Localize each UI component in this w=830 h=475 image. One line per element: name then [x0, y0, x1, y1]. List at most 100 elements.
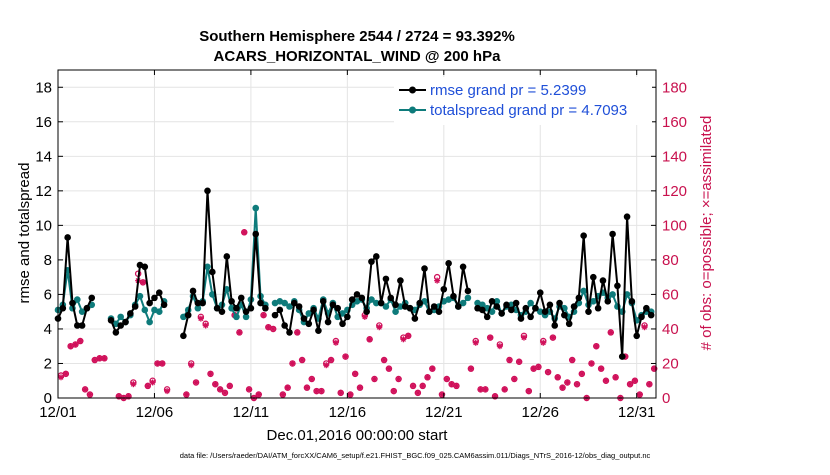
obs-assimilated-stroke — [323, 362, 329, 368]
rmse-point — [406, 304, 414, 312]
obs-assimilated-point — [520, 334, 527, 341]
rmse-point — [310, 306, 317, 314]
x-tick-label: 12/26 — [521, 404, 559, 421]
rmse-point — [368, 258, 375, 265]
rmse-point — [536, 289, 544, 296]
rmse-point — [575, 294, 583, 302]
obs-assimilated-stroke — [593, 343, 599, 349]
rmse-point — [160, 301, 168, 309]
obs-assimilated-point — [284, 384, 291, 391]
rmse-point — [151, 294, 158, 302]
y-tick-label: 18 — [35, 79, 52, 96]
obs-assimilated-point — [342, 353, 349, 360]
rmse-point — [551, 322, 559, 329]
spread-point — [488, 308, 496, 315]
y-right-tick-label: 100 — [662, 217, 687, 234]
rmse-point — [155, 289, 163, 296]
x-tick-label: 12/01 — [39, 404, 77, 421]
obs-assimilated-stroke — [429, 366, 435, 372]
rmse-point — [300, 315, 308, 322]
obs-assimilated-point — [607, 329, 614, 336]
rmse-point — [204, 187, 211, 195]
rmse-point — [609, 230, 616, 238]
obs-assimilated-stroke — [92, 357, 98, 363]
spread-point — [252, 204, 260, 212]
obs-assimilated-stroke — [376, 324, 382, 330]
obs-assimilated-stroke — [574, 381, 580, 387]
obs-assimilated-stroke — [516, 359, 522, 365]
rmse-point — [358, 294, 366, 302]
obs-assimilated-stroke — [97, 355, 103, 361]
obs-assimilated-point — [77, 338, 84, 345]
rmse-point — [623, 213, 631, 221]
rmse-point — [59, 304, 67, 312]
obs-assimilated-point — [554, 374, 561, 381]
rmse-point — [580, 232, 587, 240]
rmse-point — [372, 253, 380, 260]
rmse-point — [445, 260, 452, 267]
obs-assimilated-stroke — [159, 360, 165, 367]
obs-assimilated-stroke — [227, 383, 233, 389]
rmse-point — [426, 308, 433, 315]
rmse-point — [440, 285, 448, 293]
obs-assimilated-point — [419, 382, 426, 389]
rmse-point — [377, 299, 385, 307]
spread-point — [286, 303, 293, 310]
obs-assimilated-point — [130, 381, 137, 388]
spread-point — [368, 296, 375, 303]
y-tick-label: 8 — [44, 252, 52, 269]
y-right-tick-label: 120 — [662, 183, 687, 200]
obs-assimilated-point — [414, 389, 421, 396]
rmse-point — [257, 299, 264, 307]
rmse-point — [122, 318, 129, 326]
obs-assimilated-stroke — [449, 381, 455, 387]
obs-assimilated-point — [429, 365, 436, 372]
obs-assimilated-point — [337, 389, 344, 396]
obs-assimilated-point — [101, 355, 108, 362]
x-tick-label: 12/16 — [329, 404, 367, 421]
obs-assimilated-stroke — [637, 391, 643, 398]
y-right-tick-label: 20 — [662, 355, 679, 372]
rmse-line — [182, 190, 267, 337]
rmse-point — [189, 287, 197, 295]
rmse-point — [223, 253, 231, 260]
obs-assimilated-stroke — [294, 329, 300, 335]
spread-point — [281, 299, 288, 307]
obs-assimilated-point — [289, 360, 296, 367]
obs-assimilated-point — [294, 329, 301, 336]
obs-assimilated-point — [549, 334, 556, 341]
rmse-point — [69, 299, 76, 307]
x-axis-ticks: 12/01 12/06 12/11 12/16 12/21 12/26 12/31 — [39, 70, 655, 421]
x-tick-label: 12/21 — [425, 404, 463, 421]
obs-assimilated-stroke — [289, 360, 296, 367]
x-tick-label: 12/11 — [233, 404, 269, 421]
rmse-point — [464, 287, 472, 295]
y-tick-label: 2 — [44, 355, 52, 372]
obs-assimilated-point — [646, 381, 653, 388]
x-axis-label: Dec.01,2016 00:00:00 start — [267, 427, 449, 444]
rmse-point — [546, 301, 554, 309]
obs-assimilated-point — [352, 370, 359, 377]
obs-assimilated-stroke — [241, 229, 247, 235]
obs-assimilated-point — [390, 388, 397, 395]
obs-assimilated-point — [395, 376, 402, 383]
obs-assimilated-point — [487, 334, 494, 341]
obs-assimilated-point — [525, 388, 532, 395]
rmse-point — [522, 304, 530, 312]
rmse-point — [459, 263, 467, 271]
obs-assimilated-point — [183, 391, 190, 398]
obs-assimilated-stroke — [386, 366, 392, 372]
obs-assimilated-stroke — [309, 376, 315, 382]
rmse-point — [618, 353, 626, 360]
obs-assimilated-stroke — [410, 383, 416, 389]
y-right-tick-label: 40 — [662, 321, 679, 338]
obs-assimilated-point — [631, 377, 638, 384]
rmse-point — [527, 313, 534, 321]
spread-point — [78, 308, 86, 315]
rmse-point — [117, 322, 124, 329]
rmse-point — [247, 304, 255, 312]
obs-assimilated-stroke — [188, 362, 194, 368]
rmse-point — [276, 306, 284, 314]
rmse-point — [324, 318, 332, 326]
